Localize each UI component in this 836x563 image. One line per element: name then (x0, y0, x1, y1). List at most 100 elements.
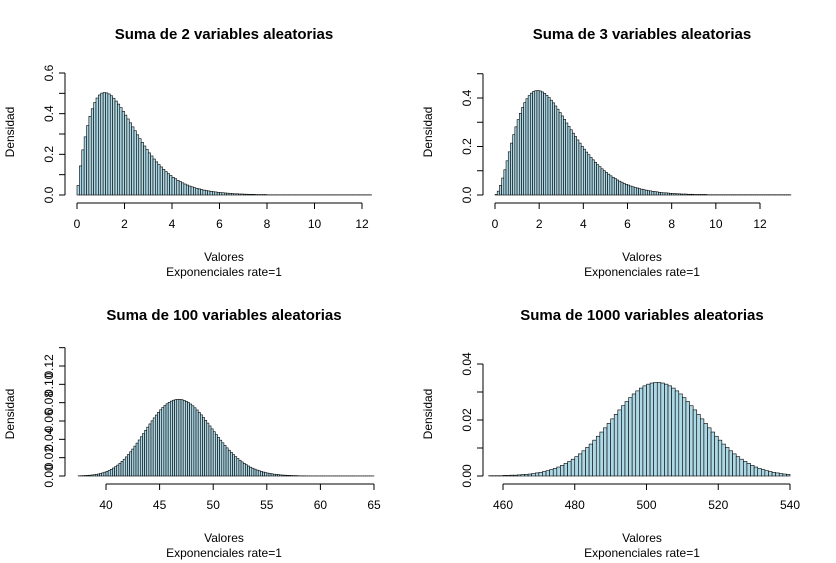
histogram-bar (621, 405, 626, 477)
histogram-bar (512, 134, 516, 196)
histogram-bar (206, 422, 210, 477)
histogram-bar (230, 452, 233, 477)
histogram-bar (164, 171, 168, 196)
histogram-bar (195, 187, 199, 196)
histogram-bars (488, 382, 791, 477)
histogram-bar (90, 474, 94, 477)
histogram-bar (240, 461, 244, 477)
histogram-bar (538, 472, 543, 477)
histogram-bar (127, 454, 130, 477)
histogram-bar (622, 183, 626, 196)
histogram-bar (272, 473, 276, 477)
histogram-bar (114, 466, 118, 477)
histogram-bar (616, 179, 619, 196)
histogram-panel: Suma de 1000 variables aleatorias Valore… (421, 307, 800, 560)
histogram-bar (606, 423, 611, 477)
histogram-bar (638, 188, 642, 196)
histogram-bar (618, 180, 622, 196)
x-tick-label: 480 (565, 498, 585, 512)
histogram-bar (169, 175, 173, 196)
histogram-bar (223, 192, 227, 196)
histogram-bar (212, 191, 216, 196)
x-tick-label: 500 (636, 498, 656, 512)
histogram-bar (171, 177, 175, 196)
y-tick-label: 0.2 (42, 146, 56, 163)
histogram-bar (242, 193, 246, 196)
histogram-bar (655, 191, 659, 196)
histogram-bar (664, 383, 669, 477)
histogram-bar (531, 473, 536, 477)
histogram-bar (119, 107, 123, 196)
histogram-bar (204, 190, 208, 196)
x-tick-label: 6 (624, 217, 631, 231)
histogram-bar (505, 160, 509, 196)
histogram-bar (547, 97, 551, 196)
x-tick-label: 8 (668, 217, 675, 231)
histogram-bar (137, 439, 141, 477)
histogram-bar (105, 92, 109, 196)
y-tick-label: 0.00 (460, 464, 474, 488)
histogram-bar (189, 403, 193, 477)
x-tick-label: 50 (207, 498, 221, 512)
histogram-bar (275, 474, 278, 477)
histogram-bar (252, 194, 256, 196)
y-tick-label: 0.4 (460, 89, 474, 106)
x-tick-label: 12 (753, 217, 767, 231)
histogram-bar (703, 423, 708, 477)
histogram-bar (116, 464, 120, 477)
histogram-bar (673, 193, 677, 196)
chart-title: Suma de 2 variables aleatorias (115, 26, 333, 43)
histogram-bar (202, 189, 206, 196)
histogram-bar (662, 192, 666, 196)
histogram-bar (682, 397, 687, 477)
histogram-bar (501, 177, 505, 196)
histogram-bar (691, 193, 695, 196)
x-axis-subtitle: Exponenciales rate=1 (584, 546, 700, 560)
histogram-bar (617, 409, 622, 477)
histogram-bar (560, 115, 564, 196)
histogram-bar (178, 181, 182, 196)
histogram-bar (161, 407, 165, 477)
histogram-bar (782, 473, 787, 477)
x-tick-label: 10 (709, 217, 723, 231)
histogram-bar (542, 471, 547, 477)
histogram-bar (757, 468, 762, 477)
histogram-bar (212, 431, 216, 477)
histogram-bar (242, 463, 246, 477)
histogram-bar (675, 193, 679, 196)
histogram-bar (680, 193, 684, 196)
x-tick-label: 4 (580, 217, 587, 231)
histogram-bar (202, 417, 205, 477)
histogram-bar (636, 187, 639, 196)
y-tick-label: 0.6 (42, 64, 56, 81)
histogram-bar (109, 469, 113, 477)
x-tick-label: 10 (308, 217, 322, 231)
histogram-bar (532, 91, 536, 196)
x-axis-label: Valores (622, 531, 662, 545)
histogram-bar (247, 194, 251, 196)
histogram-bar (613, 414, 619, 477)
histogram-bar (172, 399, 175, 477)
histogram-bar (197, 188, 201, 196)
histogram-bar (195, 409, 199, 477)
histogram-bar (86, 125, 90, 196)
y-tick-label: 0.02 (42, 446, 56, 470)
histogram-bar (578, 142, 582, 196)
y-tick-label: 0.04 (42, 427, 56, 451)
histogram-bar (117, 103, 121, 196)
histogram-bar (94, 474, 98, 477)
histogram-bar (536, 90, 540, 196)
x-axis-label: Valores (204, 250, 244, 264)
histogram-bar (651, 191, 655, 196)
histogram-bar (150, 155, 154, 196)
histogram-bar (166, 173, 170, 196)
histogram-bar (520, 474, 525, 477)
histogram-bar (250, 194, 254, 196)
histogram-bar (649, 190, 653, 196)
histogram-bar (585, 447, 590, 477)
x-tick-label: 40 (99, 498, 113, 512)
histogram-bar (182, 400, 186, 477)
histogram-bar (728, 450, 733, 477)
histogram-bar (162, 169, 166, 196)
histogram-bar (717, 439, 723, 477)
